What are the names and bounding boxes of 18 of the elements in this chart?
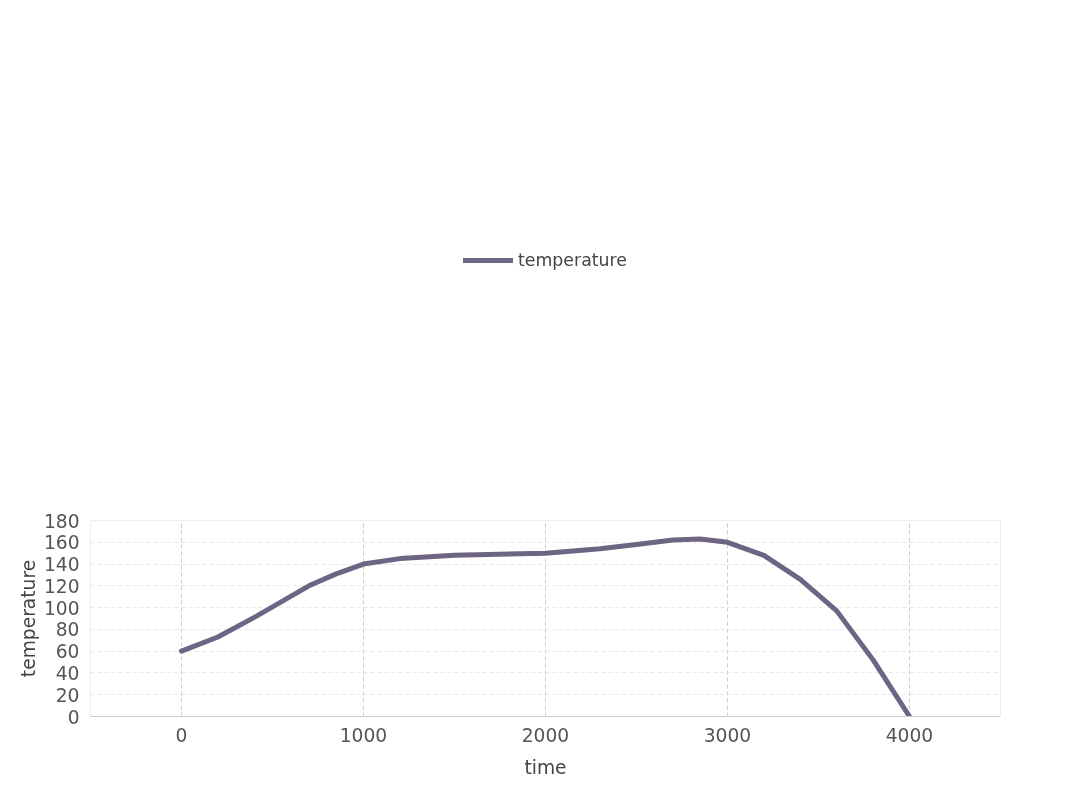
y-tick-label: 0 <box>67 706 80 728</box>
y-tick-label: 80 <box>55 619 80 641</box>
x-axis-title: time <box>524 756 567 778</box>
y-tick-label: 160 <box>43 532 80 554</box>
x-tick-label: 1000 <box>339 724 388 746</box>
x-tick-label: 2000 <box>521 724 570 746</box>
y-tick-label: 140 <box>43 554 80 576</box>
x-tick-label: 4000 <box>885 724 934 746</box>
x-tick-label: 3000 <box>703 724 752 746</box>
y-tick-label: 20 <box>55 684 80 706</box>
y-tick-label: 120 <box>43 575 80 597</box>
y-axis-title: temperature <box>17 559 39 678</box>
y-tick-label: 180 <box>43 510 80 532</box>
y-tick-label: 60 <box>55 641 80 663</box>
x-tick-label: 0 <box>175 724 188 746</box>
y-tick-label: 40 <box>55 662 80 684</box>
legend-label: temperature <box>518 250 627 270</box>
y-tick-label: 100 <box>43 597 80 619</box>
